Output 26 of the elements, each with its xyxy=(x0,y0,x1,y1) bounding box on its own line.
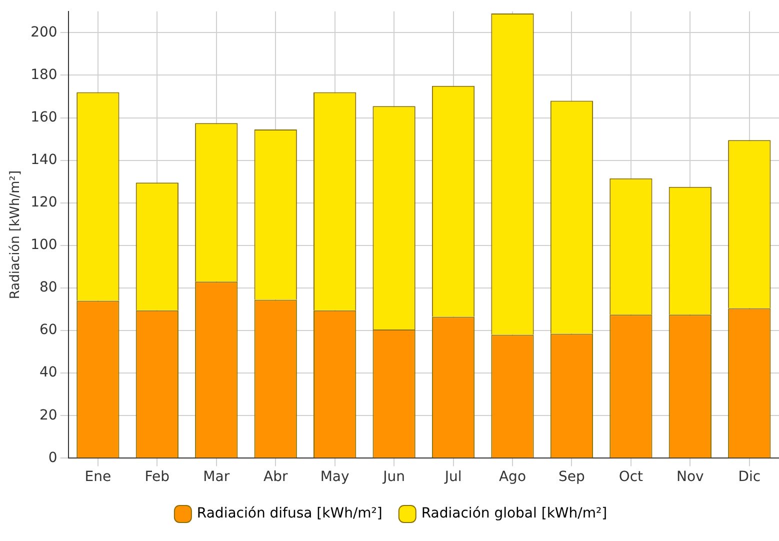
y-tick-label: 200 xyxy=(30,24,58,40)
y-tick-label: 100 xyxy=(30,237,58,254)
y-axis-title: Radiación [kWh/m²] xyxy=(8,170,24,300)
x-tick-label: Ene xyxy=(84,469,112,486)
x-tick-label: Dic xyxy=(738,469,761,486)
x-tick-label: Jul xyxy=(444,469,462,486)
x-tick-label: Jun xyxy=(382,469,405,486)
x-tick-label: May xyxy=(320,469,350,486)
y-tick-label: 80 xyxy=(39,280,58,296)
legend-label: Radiación global [kWh/m²] xyxy=(421,506,608,522)
x-tick-label: Ago xyxy=(498,469,526,486)
y-tick-label: 160 xyxy=(30,109,58,126)
y-tick-label: 40 xyxy=(39,364,58,381)
y-tick-label: 180 xyxy=(30,66,58,83)
y-tick-label: 20 xyxy=(39,407,58,424)
y-tick-label: 60 xyxy=(39,322,58,338)
y-tick-label: 140 xyxy=(30,152,58,168)
legend-label: Radiación difusa [kWh/m²] xyxy=(196,506,382,522)
x-tick-label: Feb xyxy=(144,469,170,486)
x-tick-label: Mar xyxy=(203,469,230,486)
x-tick-label: Abr xyxy=(263,469,288,486)
x-tick-label: Oct xyxy=(618,469,644,486)
x-tick-label: Nov xyxy=(676,469,704,486)
y-tick-label: 0 xyxy=(48,450,58,466)
y-tick-label: 120 xyxy=(30,194,58,211)
x-tick-label: Sep xyxy=(558,469,586,486)
